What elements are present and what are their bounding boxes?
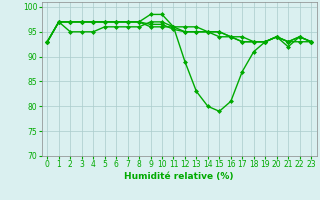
X-axis label: Humidité relative (%): Humidité relative (%) [124,172,234,181]
